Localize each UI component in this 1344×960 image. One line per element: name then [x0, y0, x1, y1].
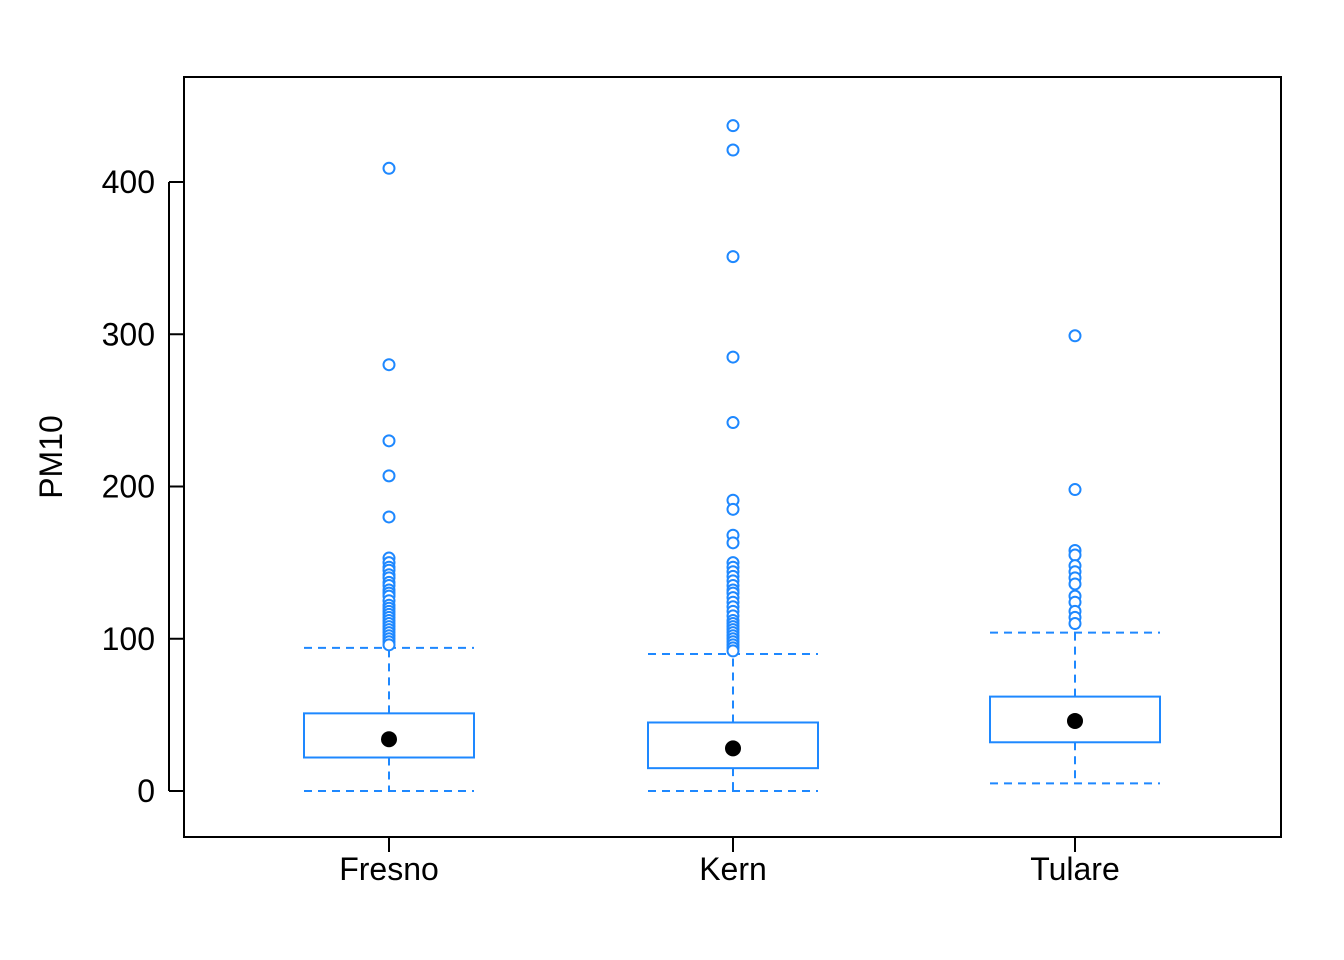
outlier-point	[382, 469, 396, 483]
outlier-point	[726, 644, 740, 658]
iqr-box	[989, 695, 1161, 744]
outlier-point	[726, 143, 740, 157]
y-axis: 0 100 200 300 400	[102, 164, 184, 809]
outlier-point	[382, 358, 396, 372]
outlier-point	[1068, 483, 1082, 497]
box-group-tulare	[989, 329, 1161, 785]
outlier-point	[382, 510, 396, 524]
y-tick-label: 400	[102, 164, 155, 200]
x-tick-label: Tulare	[1030, 851, 1120, 887]
x-tick-label: Fresno	[339, 851, 439, 887]
outlier-point	[726, 502, 740, 516]
median-point	[725, 740, 741, 757]
box-group-kern	[647, 119, 819, 792]
outlier-point	[1068, 577, 1082, 591]
x-tick-label: Kern	[699, 851, 767, 887]
outlier-point	[726, 250, 740, 264]
boxes-layer	[303, 119, 1161, 792]
median-point	[1067, 712, 1083, 729]
outlier-point	[726, 119, 740, 133]
outlier-point	[726, 416, 740, 430]
outlier-point	[1068, 548, 1082, 562]
y-axis-title: PM10	[33, 415, 69, 499]
outlier-point	[1068, 617, 1082, 631]
outlier-point	[382, 638, 396, 652]
outlier-point	[382, 161, 396, 175]
x-axis: Fresno Kern Tulare	[339, 836, 1120, 887]
outlier-point	[726, 536, 740, 550]
outlier-point	[1068, 329, 1082, 343]
outlier-point	[726, 350, 740, 364]
y-tick-label: 300	[102, 316, 155, 352]
y-tick-label: 0	[137, 773, 155, 809]
outlier-point	[382, 434, 396, 448]
median-point	[381, 731, 397, 748]
box-group-fresno	[303, 161, 475, 792]
y-tick-label: 200	[102, 469, 155, 505]
y-tick-label: 100	[102, 621, 155, 657]
